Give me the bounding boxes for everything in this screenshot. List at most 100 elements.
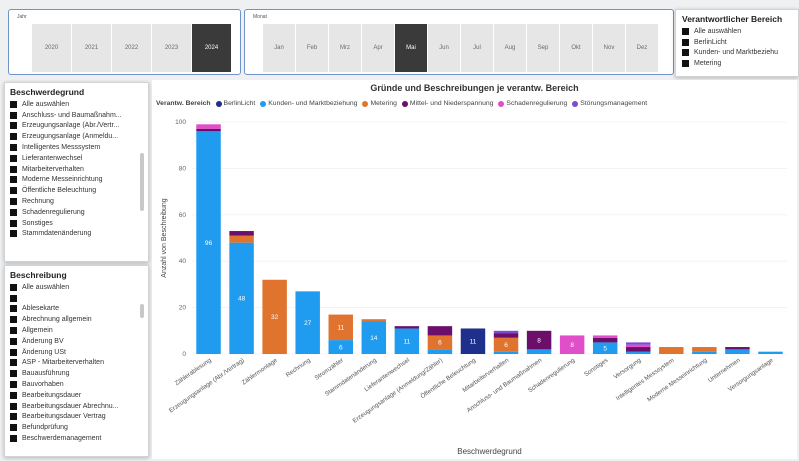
bar-segment-kunden-und-marktbeziehung[interactable] [427, 349, 453, 354]
month-tile-jul[interactable]: Jul [461, 24, 493, 72]
checkbox[interactable] [10, 133, 17, 141]
checkbox[interactable] [10, 391, 17, 399]
checkbox[interactable] [10, 283, 17, 291]
beschreibung-scrollbar[interactable] [140, 304, 144, 318]
month-tile-mai[interactable]: Mai [395, 24, 427, 72]
bar-segment-störungsmanagement[interactable] [626, 342, 651, 345]
bar-segment-kunden-und-marktbeziehung[interactable] [526, 349, 552, 354]
beschwerdegrund-item[interactable]: Erzeugungsanlage (Abr./Vertr... [10, 121, 143, 132]
beschwerdegrund-item[interactable]: Alle auswählen [10, 99, 143, 110]
bar-segment-kunden-und-marktbeziehung[interactable] [394, 328, 420, 354]
beschreibung-item[interactable]: Allgemein [10, 325, 143, 336]
checkbox[interactable] [10, 435, 17, 443]
bar-segment-kunden-und-marktbeziehung[interactable] [361, 321, 387, 354]
checkbox[interactable] [10, 348, 17, 356]
beschreibung-item[interactable]: Beschwerdemanagement [10, 433, 143, 444]
checkbox[interactable] [682, 60, 689, 68]
beschreibung-item[interactable]: Bearbeitungsdauer [10, 390, 143, 401]
checkbox[interactable] [10, 337, 17, 345]
checkbox[interactable] [10, 381, 17, 389]
beschreibung-item[interactable]: Bearbeitungsdauer Vertrag [10, 412, 143, 423]
beschreibung-item[interactable]: Bearbeitungsdauer Abrechnu... [10, 401, 143, 412]
month-tile-okt[interactable]: Okt [560, 24, 592, 72]
beschreibung-item[interactable] [10, 293, 143, 304]
year-tile-2024[interactable]: 2024 [192, 24, 231, 72]
checkbox[interactable] [10, 111, 17, 119]
month-tile-apr[interactable]: Apr [362, 24, 394, 72]
bar-segment-metering[interactable] [328, 314, 353, 341]
bar-segment-mittel-und-niederspannung[interactable] [229, 231, 254, 236]
checkbox[interactable] [682, 38, 689, 46]
checkbox[interactable] [10, 230, 17, 238]
bar-segment-schadenregulierung[interactable] [592, 335, 618, 338]
bar-segment-kunden-und-marktbeziehung[interactable] [692, 351, 717, 354]
beschwerdegrund-item[interactable]: Schadenregulierung [10, 207, 143, 218]
month-tile-jun[interactable]: Jun [428, 24, 460, 72]
checkbox[interactable] [682, 49, 689, 57]
bar-segment-kunden-und-marktbeziehung[interactable] [592, 342, 618, 354]
month-tile-aug[interactable]: Aug [494, 24, 526, 72]
bar-segment-mittel-und-niederspannung[interactable] [394, 326, 420, 329]
legend-item-mittel-und-niederspannung[interactable]: Mittel- und Niederspannung [401, 100, 493, 107]
bar-segment-schadenregulierung[interactable] [626, 344, 651, 348]
checkbox[interactable] [10, 187, 17, 195]
bar-segment-metering[interactable] [229, 235, 254, 243]
bar-segment-mittel-und-niederspannung[interactable] [592, 337, 618, 343]
beschreibung-item[interactable]: Änderung USt [10, 347, 143, 358]
bar-segment-kunden-und-marktbeziehung[interactable] [493, 351, 519, 354]
month-tile-dez[interactable]: Dez [626, 24, 658, 72]
year-tile-2023[interactable]: 2023 [152, 24, 191, 72]
bar-segment-kunden-und-marktbeziehung[interactable] [295, 291, 320, 354]
bereich-item[interactable]: Kunden- und Marktbeziehu [682, 48, 792, 59]
month-tile-sep[interactable]: Sep [527, 24, 559, 72]
beschwerdegrund-item[interactable]: Mitarbeiterverhalten [10, 164, 143, 175]
beschwerdegrund-item[interactable]: Lieferantenwechsel [10, 153, 143, 164]
legend-item-schadenregulierung[interactable]: Schadenregulierung [498, 100, 567, 107]
checkbox[interactable] [10, 413, 17, 421]
bar-segment-kunden-und-marktbeziehung[interactable] [196, 131, 221, 354]
beschwerdegrund-item[interactable]: Moderne Messeinrichtung [10, 175, 143, 186]
beschreibung-item[interactable]: Abrechnung allgemein [10, 314, 143, 325]
bereich-item[interactable]: Alle auswählen [682, 26, 792, 37]
legend-item-metering[interactable]: Metering [362, 100, 397, 107]
month-tile-mrz[interactable]: Mrz [329, 24, 361, 72]
bar-segment-kunden-und-marktbeziehung[interactable] [758, 351, 783, 354]
bar-segment-kunden-und-marktbeziehung[interactable] [328, 340, 353, 354]
bar-segment-kunden-und-marktbeziehung[interactable] [725, 349, 750, 354]
checkbox[interactable] [10, 294, 17, 302]
bar-segment-metering[interactable] [427, 335, 453, 350]
bereich-item[interactable]: Metering [682, 58, 792, 69]
month-tile-nov[interactable]: Nov [593, 24, 625, 72]
bar-segment-mittel-und-niederspannung[interactable] [427, 326, 453, 336]
checkbox[interactable] [10, 165, 17, 173]
beschreibung-item[interactable]: Änderung BV [10, 336, 143, 347]
checkbox[interactable] [10, 402, 17, 410]
bar-segment-metering[interactable] [692, 347, 717, 352]
bar-segment-mittel-und-niederspannung[interactable] [196, 128, 221, 132]
beschwerdegrund-item[interactable]: Stammdatenänderung [10, 229, 143, 240]
checkbox[interactable] [10, 424, 17, 432]
checkbox[interactable] [10, 144, 17, 152]
legend-item-kunden-und-marktbeziehung[interactable]: Kunden- und Marktbeziehung [260, 100, 357, 107]
legend-item-störungsmanagement[interactable]: Störungsmanagement [572, 100, 647, 107]
bar-segment-schadenregulierung[interactable] [196, 124, 221, 129]
year-tile-2020[interactable]: 2020 [32, 24, 71, 72]
legend-item-berlinlicht[interactable]: BerlinLicht [215, 100, 255, 107]
checkbox[interactable] [10, 327, 17, 335]
beschwerdegrund-item[interactable]: Intelligentes Messsystem [10, 142, 143, 153]
bar-segment-metering[interactable] [262, 279, 287, 354]
checkbox[interactable] [10, 316, 17, 324]
checkbox[interactable] [10, 370, 17, 378]
beschwerdegrund-item[interactable]: Anschluss- und Baumaßnahm... [10, 110, 143, 121]
beschreibung-item[interactable]: Ablesekarte [10, 304, 143, 315]
checkbox[interactable] [10, 176, 17, 184]
checkbox[interactable] [10, 122, 17, 130]
bar-segment-mittel-und-niederspannung[interactable] [526, 330, 552, 350]
checkbox[interactable] [10, 100, 17, 108]
beschreibung-item[interactable]: Befundprüfung [10, 422, 143, 433]
checkbox[interactable] [10, 305, 17, 313]
beschreibung-item[interactable]: Alle auswählen [10, 282, 143, 293]
year-tile-2021[interactable]: 2021 [72, 24, 111, 72]
checkbox[interactable] [10, 219, 17, 227]
bar-segment-mittel-und-niederspannung[interactable] [725, 347, 750, 350]
